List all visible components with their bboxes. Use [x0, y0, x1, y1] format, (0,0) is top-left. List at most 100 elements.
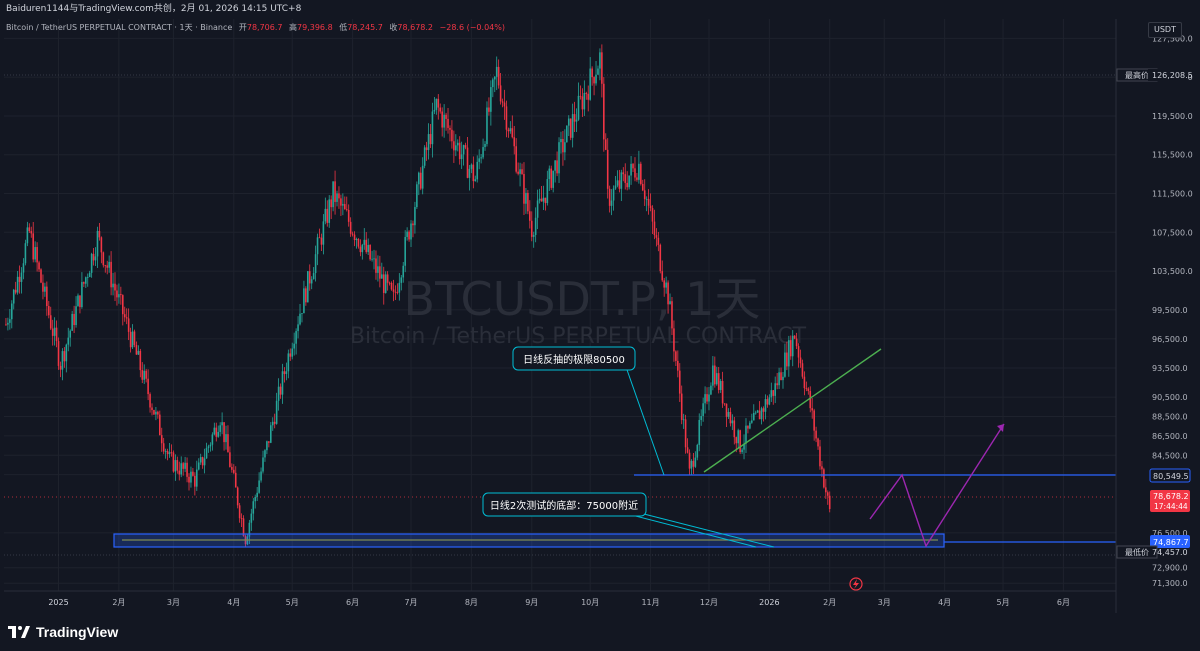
candle [657, 231, 660, 252]
candle [523, 162, 525, 216]
ohlc-legend[interactable]: Bitcoin / TetherUS PERPETUAL CONTRACT · … [6, 22, 505, 33]
candle [180, 456, 183, 478]
support-tag-bg [1150, 535, 1190, 548]
candle [9, 309, 11, 330]
candle [727, 408, 730, 419]
candle [702, 397, 704, 422]
candle [320, 233, 323, 251]
candle [106, 260, 109, 275]
candle [614, 176, 617, 190]
candle [100, 236, 103, 264]
candle [297, 316, 299, 339]
price-tick-label: 72,900.0 [1152, 564, 1188, 573]
candle [22, 258, 25, 280]
candle [507, 127, 510, 138]
trendline[interactable] [703, 348, 882, 473]
candle [65, 343, 68, 373]
candle [538, 188, 541, 204]
low-tag-title: 最低价 [1125, 547, 1149, 557]
time-axis[interactable]: 2025 2月 3月 4月 5月 6月 7月 8月 9月 10月 11月 12月 2026 2月 3月 4月 5… [48, 598, 1070, 607]
candle [406, 227, 408, 241]
candle [79, 295, 81, 314]
time-tick-label: 12月 [700, 598, 718, 607]
candle [577, 82, 580, 121]
candle [788, 335, 790, 377]
callout-upper[interactable]: 日线反抽的极限80500 [512, 346, 636, 371]
candle [382, 266, 385, 305]
candle [636, 172, 638, 182]
candle [493, 75, 496, 93]
price-tick-label: 88,500.0 [1152, 412, 1188, 421]
candle [258, 472, 260, 494]
candle [655, 228, 658, 247]
watermark: BTCUSDT.P, 1天 Bitcoin / TetherUS PERPETU… [350, 272, 807, 349]
candle [392, 279, 395, 302]
candle [511, 115, 514, 139]
candle [569, 118, 572, 141]
candle [209, 442, 212, 452]
candle [384, 271, 387, 294]
time-tick-label: 11月 [641, 598, 659, 607]
event-marker[interactable] [849, 577, 863, 591]
candle [182, 461, 184, 476]
candle [474, 175, 477, 182]
candle [634, 157, 636, 182]
candle [462, 144, 465, 166]
candle [283, 367, 286, 383]
candle [264, 449, 266, 462]
candle [589, 57, 591, 101]
callout-lower[interactable]: 日线2次测试的底部：75000附近 [482, 492, 647, 517]
candle [188, 473, 190, 491]
candle [217, 425, 220, 438]
candle [147, 369, 149, 401]
candle [186, 457, 188, 483]
candle [571, 103, 574, 148]
candle [503, 89, 506, 120]
candle [433, 97, 436, 115]
candles [5, 44, 831, 548]
candle [81, 272, 83, 309]
candle [153, 409, 155, 416]
candle [622, 167, 625, 182]
candle [57, 337, 60, 370]
candle [455, 134, 457, 157]
callout-upper-text: 日线反抽的极限80500 [523, 353, 625, 366]
candle [601, 44, 603, 98]
projection-path[interactable] [869, 423, 1005, 548]
candle [801, 359, 804, 379]
candle [782, 372, 784, 389]
candle [326, 200, 329, 227]
candle [238, 502, 241, 523]
candle [314, 245, 317, 282]
candle [303, 280, 305, 314]
candle [661, 260, 664, 282]
tradingview-logo[interactable]: TradingView [8, 622, 118, 642]
candle [669, 293, 671, 305]
candle [114, 272, 116, 301]
candle [110, 251, 112, 296]
resistance-tag-value: 80,549.5 [1153, 472, 1189, 481]
candle [443, 104, 445, 138]
candle [505, 100, 508, 138]
candle [776, 373, 778, 390]
candle [425, 141, 428, 161]
candle [486, 101, 488, 147]
candle [18, 265, 21, 294]
candle [797, 343, 800, 368]
candle [754, 410, 757, 415]
currency-selector[interactable]: USDT [1148, 22, 1182, 38]
price-tick-label: 84,500.0 [1152, 451, 1188, 460]
candle [464, 142, 467, 150]
chart-area[interactable]: BTCUSDT.P, 1天 Bitcoin / TetherUS PERPETU… [4, 19, 1196, 613]
candle [145, 368, 147, 383]
candle [207, 444, 210, 453]
candle [172, 450, 175, 473]
candle [490, 80, 492, 126]
candle [24, 239, 27, 266]
price-chart[interactable]: BTCUSDT.P, 1天 Bitcoin / TetherUS PERPETU… [4, 19, 1196, 613]
candle [30, 226, 33, 238]
candle [322, 214, 325, 255]
candle [400, 274, 403, 291]
time-tick-label: 4月 [938, 598, 951, 607]
candle [104, 264, 107, 273]
